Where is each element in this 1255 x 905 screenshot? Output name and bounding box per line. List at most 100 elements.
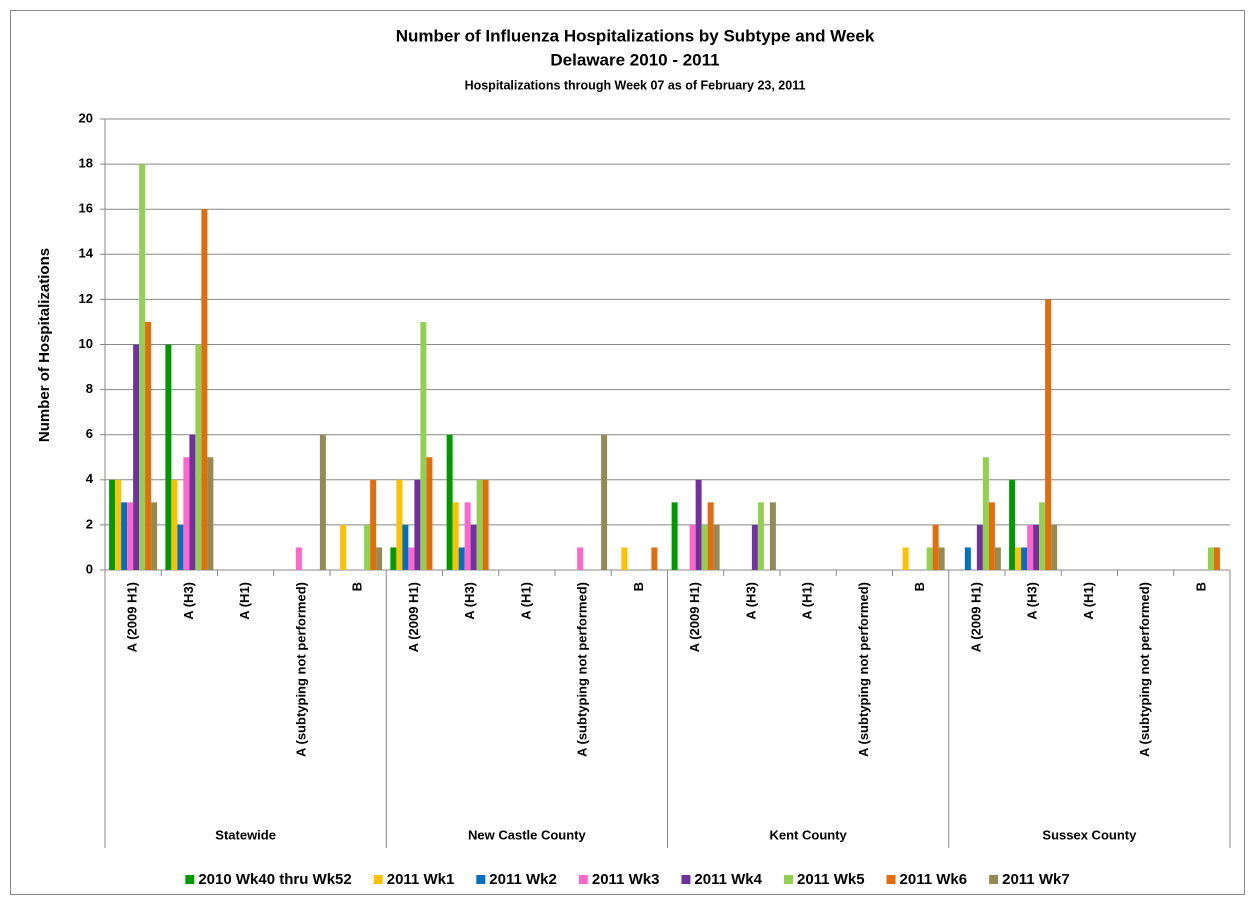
bar xyxy=(426,457,433,570)
bar xyxy=(964,547,971,570)
bar xyxy=(408,547,415,570)
bar xyxy=(458,547,465,570)
bar xyxy=(621,547,628,570)
bar xyxy=(376,547,383,570)
x-tick-label: B xyxy=(912,582,927,591)
bar xyxy=(1213,547,1220,570)
bar xyxy=(938,547,945,570)
x-tick-label: A (subtyping not performed) xyxy=(293,582,308,757)
bar xyxy=(195,344,202,570)
bar xyxy=(207,457,214,570)
x-tick-label: A (subtyping not performed) xyxy=(1137,582,1152,757)
chart-title: Number of Influenza Hospitalizations by … xyxy=(396,26,875,45)
x-tick-label: A (H3) xyxy=(1025,582,1040,620)
bar xyxy=(183,457,190,570)
x-tick-label: A (H1) xyxy=(1081,582,1096,620)
bar xyxy=(446,434,453,570)
legend-swatch xyxy=(886,875,896,884)
legend-swatch xyxy=(681,875,691,884)
bar xyxy=(189,434,196,570)
bar xyxy=(390,547,397,570)
bar xyxy=(420,321,427,570)
x-tick-label: A (H3) xyxy=(462,582,477,620)
bar xyxy=(452,502,459,570)
legend-label: 2011 Wk6 xyxy=(900,871,968,888)
bar xyxy=(1051,524,1058,570)
x-tick-label: A (subtyping not performed) xyxy=(575,582,590,757)
x-tick-label: A (H1) xyxy=(237,582,252,620)
x-tick-label: B xyxy=(631,582,646,591)
bar xyxy=(177,524,184,570)
bar xyxy=(414,479,421,570)
bar xyxy=(201,209,208,570)
y-tick-label: 14 xyxy=(79,246,94,261)
bar xyxy=(695,479,702,570)
bar xyxy=(1009,479,1016,570)
bar xyxy=(295,547,302,570)
legend-swatch xyxy=(476,875,486,884)
bar xyxy=(476,479,483,570)
x-tick-label: B xyxy=(350,582,365,591)
y-tick-label: 4 xyxy=(86,471,94,486)
bar xyxy=(769,502,776,570)
bar xyxy=(171,479,178,570)
x-tick-label: A (2009 H1) xyxy=(125,582,140,652)
bar xyxy=(713,524,720,570)
bar xyxy=(396,479,403,570)
y-tick-label: 18 xyxy=(79,156,93,171)
x-tick-label: B xyxy=(1193,582,1208,591)
bar xyxy=(707,502,714,570)
bar xyxy=(340,524,347,570)
y-tick-label: 2 xyxy=(86,516,93,531)
legend-label: 2011 Wk2 xyxy=(489,871,557,888)
chart-note: Hospitalizations through Week 07 as of F… xyxy=(465,78,806,92)
y-tick-label: 6 xyxy=(86,426,93,441)
legend-label: 2010 Wk40 thru Wk52 xyxy=(198,871,351,888)
bar xyxy=(1027,524,1034,570)
legend-swatch xyxy=(185,875,195,884)
bar xyxy=(370,479,377,570)
chart-subtitle: Delaware 2010 - 2011 xyxy=(550,50,719,69)
legend-label: 2011 Wk7 xyxy=(1002,871,1070,888)
legend-label: 2011 Wk5 xyxy=(797,871,865,888)
bar xyxy=(364,524,371,570)
bar xyxy=(1033,524,1040,570)
legend-label: 2011 Wk1 xyxy=(387,871,455,888)
bar xyxy=(402,524,409,570)
y-tick-label: 0 xyxy=(86,561,93,576)
bar xyxy=(651,547,658,570)
legend-label: 2011 Wk4 xyxy=(694,871,762,888)
x-tick-label: A (2009 H1) xyxy=(968,582,983,652)
bar xyxy=(319,434,326,570)
bar xyxy=(988,502,995,570)
bar xyxy=(932,524,939,570)
y-axis-label: Number of Hospitalizations xyxy=(36,248,53,442)
x-tick-label: A (H1) xyxy=(800,582,815,620)
bar xyxy=(577,547,584,570)
bar xyxy=(1045,299,1052,570)
bar xyxy=(689,524,696,570)
bar xyxy=(926,547,933,570)
x-tick-label: A (H3) xyxy=(181,582,196,620)
bar xyxy=(109,479,116,570)
bar xyxy=(976,524,983,570)
x-tick-label: A (H1) xyxy=(518,582,533,620)
bar xyxy=(671,502,678,570)
bar xyxy=(121,502,128,570)
x-tick-label: A (subtyping not performed) xyxy=(856,582,871,757)
x-tick-label: A (H3) xyxy=(743,582,758,620)
legend-label: 2011 Wk3 xyxy=(592,871,660,888)
bar xyxy=(470,524,477,570)
group-label: New Castle County xyxy=(468,827,587,842)
group-label: Kent County xyxy=(769,827,847,842)
bar xyxy=(464,502,471,570)
bar xyxy=(145,321,152,570)
bar xyxy=(165,344,172,570)
y-tick-label: 12 xyxy=(79,291,93,306)
legend-swatch xyxy=(783,875,793,884)
bar xyxy=(982,457,989,570)
x-tick-label: A (2009 H1) xyxy=(406,582,421,652)
group-label: Statewide xyxy=(215,827,276,842)
bar xyxy=(751,524,758,570)
